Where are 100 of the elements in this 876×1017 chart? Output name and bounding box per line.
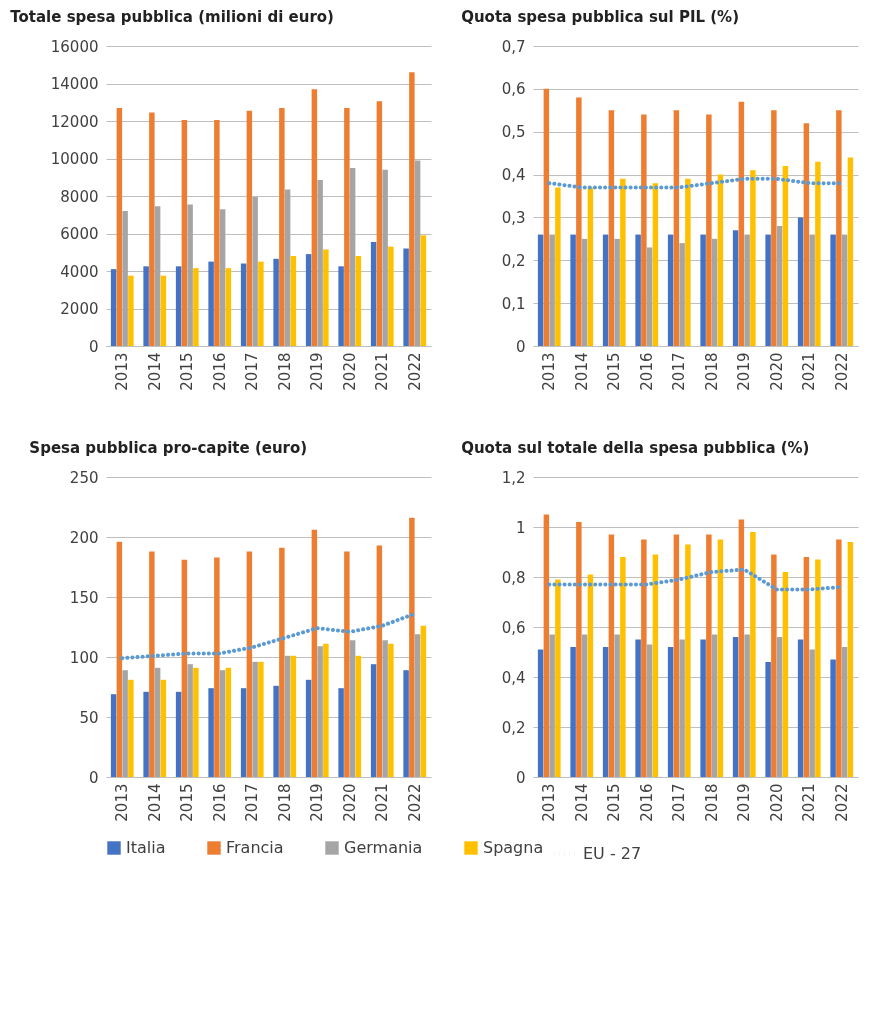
bar [344,107,350,346]
bar [614,634,620,777]
bar [225,667,232,777]
bar [537,649,544,777]
x-tick-label: 2013 [113,352,132,391]
y-tick-label: 0,4 [501,166,526,185]
x-tick-label: 2018 [702,352,721,391]
bar [311,89,318,346]
bar [122,670,128,777]
bar [349,640,356,777]
bar [305,679,312,777]
y-tick-label: 0 [515,768,526,787]
bar [673,110,680,346]
bar [620,557,626,777]
x-tick-label: 2016 [637,352,656,391]
bar [246,551,253,777]
x-tick-label: 2022 [832,352,851,391]
bar [744,634,750,777]
bar [317,180,323,346]
x-tick-label: 2017 [243,783,262,822]
bar [555,579,561,777]
bar [744,234,750,346]
bar [305,254,312,346]
bar [830,659,836,777]
bar [193,667,199,777]
bar [685,544,691,777]
bar [382,640,388,777]
bar [122,211,128,346]
bar [355,655,362,777]
bar [543,88,550,346]
x-tick-label: 2022 [405,352,424,391]
bar [219,670,226,777]
bar [246,110,253,346]
bar [581,634,588,777]
x-tick-label: 2017 [670,352,689,391]
x-tick-label: 2018 [275,352,294,391]
bar [338,266,344,346]
bar [403,670,409,777]
y-tick-label: 0,8 [501,568,526,587]
legend-label: Francia [226,838,284,857]
bar [750,532,756,777]
line-series [120,611,417,661]
bar [771,110,777,346]
bar [214,120,220,346]
x-tick-label: 2019 [308,352,327,391]
bar [782,572,789,777]
bar [830,234,836,346]
bar [771,554,777,777]
bar [388,643,394,777]
x-tick-label: 2013 [540,783,559,822]
bar [290,256,297,346]
bar [284,655,291,777]
y-tick-label: 100 [69,648,99,667]
x-tick-label: 2021 [800,352,819,391]
bar [382,169,388,346]
bar [587,187,594,346]
bar [750,170,756,346]
bar [576,97,582,346]
y-tick-label: 2000 [60,300,99,318]
bar [620,178,626,346]
bar [409,72,415,346]
bar [225,268,232,346]
bar [214,557,220,777]
bar [149,551,155,777]
x-tick-label: 2020 [767,783,786,822]
bar [376,545,383,777]
bar [717,539,724,777]
bar [700,639,706,777]
bar [608,534,615,777]
bar [836,110,842,346]
bar [587,574,594,777]
x-tick-label: 2018 [275,783,294,822]
bar [738,519,745,777]
x-tick-label: 2014 [145,352,164,391]
x-tick-label: 2016 [210,352,229,391]
bar [711,634,718,777]
y-tick-label: 16000 [50,37,99,56]
bar [175,691,182,777]
x-tick-label: 2021 [800,783,819,822]
bar [602,647,609,777]
bar [776,637,783,777]
bar [420,625,427,777]
y-tick-label: 0,2 [501,718,526,737]
bar [732,637,739,777]
bar [116,541,123,777]
y-tick-label: 1,2 [501,468,526,487]
bar [160,275,167,346]
bar [110,694,117,777]
bar [809,234,815,346]
legend-label: Spagna [483,838,544,857]
legend-label: Germania [344,838,423,857]
bar [602,234,609,346]
bar [537,234,544,346]
y-tick-label: 0 [515,337,526,356]
x-tick-label: 2021 [373,783,392,822]
x-tick-label: 2014 [572,352,591,391]
bar [143,691,149,777]
bar [803,123,810,346]
legend-label: Italia [126,838,166,857]
bar [841,647,848,777]
